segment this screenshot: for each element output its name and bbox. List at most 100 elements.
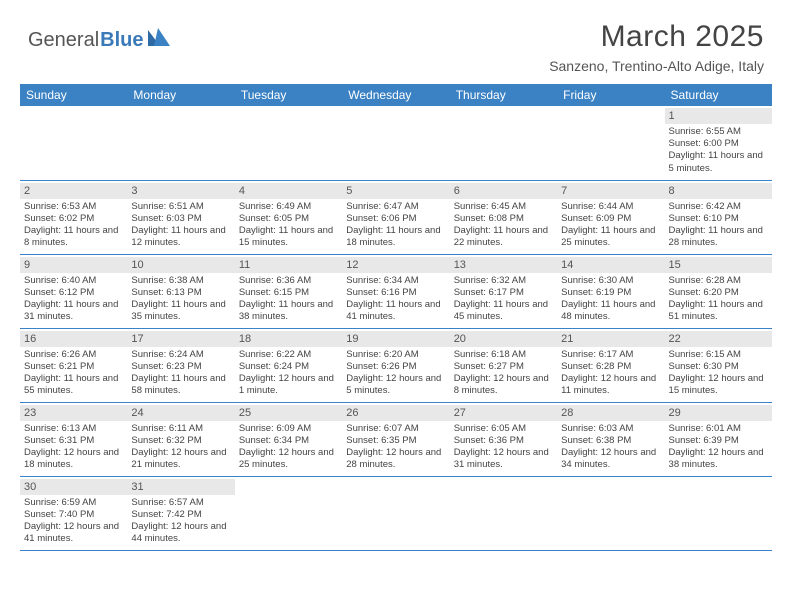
sunset-line: Sunset: 6:13 PM	[131, 287, 230, 299]
day-number: 22	[665, 331, 772, 347]
calendar-cell	[235, 476, 342, 550]
calendar-cell	[450, 476, 557, 550]
day-number: 17	[127, 331, 234, 347]
sunrise-line: Sunrise: 6:30 AM	[561, 275, 660, 287]
sunrise-line: Sunrise: 6:47 AM	[346, 201, 445, 213]
sunrise-line: Sunrise: 6:15 AM	[669, 349, 768, 361]
logo-flag-icon	[148, 28, 174, 52]
sunset-line: Sunset: 6:09 PM	[561, 213, 660, 225]
sunset-line: Sunset: 6:36 PM	[454, 435, 553, 447]
sunset-line: Sunset: 6:32 PM	[131, 435, 230, 447]
calendar-cell: 21Sunrise: 6:17 AMSunset: 6:28 PMDayligh…	[557, 328, 664, 402]
daylight-line: Daylight: 11 hours and 55 minutes.	[24, 373, 123, 397]
sunrise-line: Sunrise: 6:57 AM	[131, 497, 230, 509]
calendar-cell: 23Sunrise: 6:13 AMSunset: 6:31 PMDayligh…	[20, 402, 127, 476]
day-number: 15	[665, 257, 772, 273]
day-number: 14	[557, 257, 664, 273]
sunset-line: Sunset: 6:20 PM	[669, 287, 768, 299]
calendar-cell	[557, 106, 664, 180]
sunset-line: Sunset: 6:21 PM	[24, 361, 123, 373]
sunrise-line: Sunrise: 6:01 AM	[669, 423, 768, 435]
sunrise-line: Sunrise: 6:28 AM	[669, 275, 768, 287]
logo-text-main: General	[28, 29, 99, 52]
sunrise-line: Sunrise: 6:26 AM	[24, 349, 123, 361]
month-title: March 2025	[549, 20, 764, 54]
daylight-line: Daylight: 11 hours and 48 minutes.	[561, 299, 660, 323]
calendar-cell: 9Sunrise: 6:40 AMSunset: 6:12 PMDaylight…	[20, 254, 127, 328]
sunrise-line: Sunrise: 6:51 AM	[131, 201, 230, 213]
sunset-line: Sunset: 6:27 PM	[454, 361, 553, 373]
daylight-line: Daylight: 12 hours and 5 minutes.	[346, 373, 445, 397]
sunrise-line: Sunrise: 6:42 AM	[669, 201, 768, 213]
sunrise-line: Sunrise: 6:13 AM	[24, 423, 123, 435]
day-number: 10	[127, 257, 234, 273]
sunrise-line: Sunrise: 6:20 AM	[346, 349, 445, 361]
day-number: 13	[450, 257, 557, 273]
sunset-line: Sunset: 6:34 PM	[239, 435, 338, 447]
day-number: 30	[20, 479, 127, 495]
calendar-cell	[557, 476, 664, 550]
sunrise-line: Sunrise: 6:34 AM	[346, 275, 445, 287]
daylight-line: Daylight: 11 hours and 12 minutes.	[131, 225, 230, 249]
location: Sanzeno, Trentino-Alto Adige, Italy	[549, 58, 764, 74]
day-number: 20	[450, 331, 557, 347]
sunset-line: Sunset: 6:00 PM	[669, 138, 768, 150]
day-number: 28	[557, 405, 664, 421]
weekday-header: Friday	[557, 84, 664, 106]
sunrise-line: Sunrise: 6:11 AM	[131, 423, 230, 435]
calendar-cell: 3Sunrise: 6:51 AMSunset: 6:03 PMDaylight…	[127, 180, 234, 254]
daylight-line: Daylight: 12 hours and 1 minute.	[239, 373, 338, 397]
daylight-line: Daylight: 12 hours and 11 minutes.	[561, 373, 660, 397]
sunrise-line: Sunrise: 6:38 AM	[131, 275, 230, 287]
day-number: 12	[342, 257, 449, 273]
calendar-cell	[450, 106, 557, 180]
calendar-cell: 20Sunrise: 6:18 AMSunset: 6:27 PMDayligh…	[450, 328, 557, 402]
day-number: 26	[342, 405, 449, 421]
daylight-line: Daylight: 11 hours and 15 minutes.	[239, 225, 338, 249]
calendar-cell: 13Sunrise: 6:32 AMSunset: 6:17 PMDayligh…	[450, 254, 557, 328]
calendar-cell: 15Sunrise: 6:28 AMSunset: 6:20 PMDayligh…	[665, 254, 772, 328]
calendar-cell: 6Sunrise: 6:45 AMSunset: 6:08 PMDaylight…	[450, 180, 557, 254]
logo-text-accent: Blue	[100, 29, 143, 52]
day-number: 24	[127, 405, 234, 421]
calendar-cell: 27Sunrise: 6:05 AMSunset: 6:36 PMDayligh…	[450, 402, 557, 476]
day-number: 4	[235, 183, 342, 199]
weekday-header: Thursday	[450, 84, 557, 106]
daylight-line: Daylight: 11 hours and 8 minutes.	[24, 225, 123, 249]
calendar-cell: 14Sunrise: 6:30 AMSunset: 6:19 PMDayligh…	[557, 254, 664, 328]
header: GeneralBlue March 2025 Sanzeno, Trentino…	[0, 0, 792, 78]
calendar-cell	[20, 106, 127, 180]
calendar-cell: 19Sunrise: 6:20 AMSunset: 6:26 PMDayligh…	[342, 328, 449, 402]
sunrise-line: Sunrise: 6:49 AM	[239, 201, 338, 213]
sunrise-line: Sunrise: 6:59 AM	[24, 497, 123, 509]
calendar-cell: 4Sunrise: 6:49 AMSunset: 6:05 PMDaylight…	[235, 180, 342, 254]
sunset-line: Sunset: 6:16 PM	[346, 287, 445, 299]
sunset-line: Sunset: 6:30 PM	[669, 361, 768, 373]
calendar-cell: 18Sunrise: 6:22 AMSunset: 6:24 PMDayligh…	[235, 328, 342, 402]
daylight-line: Daylight: 11 hours and 28 minutes.	[669, 225, 768, 249]
daylight-line: Daylight: 12 hours and 25 minutes.	[239, 447, 338, 471]
daylight-line: Daylight: 12 hours and 38 minutes.	[669, 447, 768, 471]
calendar-cell: 16Sunrise: 6:26 AMSunset: 6:21 PMDayligh…	[20, 328, 127, 402]
daylight-line: Daylight: 11 hours and 58 minutes.	[131, 373, 230, 397]
sunrise-line: Sunrise: 6:32 AM	[454, 275, 553, 287]
calendar-cell: 17Sunrise: 6:24 AMSunset: 6:23 PMDayligh…	[127, 328, 234, 402]
sunset-line: Sunset: 7:40 PM	[24, 509, 123, 521]
sunrise-line: Sunrise: 6:03 AM	[561, 423, 660, 435]
day-number: 21	[557, 331, 664, 347]
weekday-header: Tuesday	[235, 84, 342, 106]
sunset-line: Sunset: 6:08 PM	[454, 213, 553, 225]
calendar-cell: 29Sunrise: 6:01 AMSunset: 6:39 PMDayligh…	[665, 402, 772, 476]
sunrise-line: Sunrise: 6:44 AM	[561, 201, 660, 213]
calendar-cell: 7Sunrise: 6:44 AMSunset: 6:09 PMDaylight…	[557, 180, 664, 254]
daylight-line: Daylight: 11 hours and 25 minutes.	[561, 225, 660, 249]
title-block: March 2025 Sanzeno, Trentino-Alto Adige,…	[549, 20, 764, 74]
calendar-cell: 25Sunrise: 6:09 AMSunset: 6:34 PMDayligh…	[235, 402, 342, 476]
calendar-cell: 8Sunrise: 6:42 AMSunset: 6:10 PMDaylight…	[665, 180, 772, 254]
sunrise-line: Sunrise: 6:36 AM	[239, 275, 338, 287]
sunrise-line: Sunrise: 6:07 AM	[346, 423, 445, 435]
sunrise-line: Sunrise: 6:40 AM	[24, 275, 123, 287]
sunrise-line: Sunrise: 6:55 AM	[669, 126, 768, 138]
sunset-line: Sunset: 6:12 PM	[24, 287, 123, 299]
calendar-cell: 1Sunrise: 6:55 AMSunset: 6:00 PMDaylight…	[665, 106, 772, 180]
